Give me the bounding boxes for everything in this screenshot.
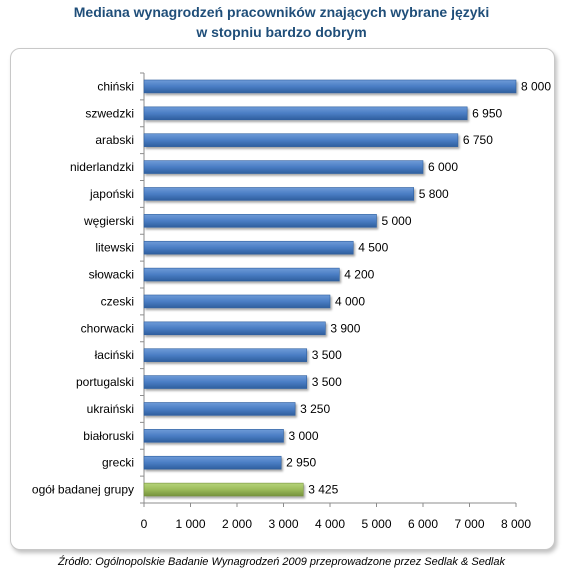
bar [143, 160, 424, 174]
bar [143, 133, 459, 147]
bar [143, 402, 296, 416]
value-label: 4 200 [344, 268, 374, 282]
x-tick-label: 7 000 [454, 517, 484, 531]
source-note: Źródło: Ogólnopolskie Badanie Wynagrodze… [58, 556, 505, 568]
bar [143, 187, 415, 201]
x-tick-label: 3 000 [268, 517, 298, 531]
value-label: 3 500 [312, 375, 342, 389]
category-label: japoński [89, 187, 134, 201]
bar [143, 106, 468, 121]
bars [143, 79, 517, 497]
category-label: arabski [95, 133, 134, 147]
value-label: 3 500 [312, 348, 342, 362]
value-label: 6 000 [428, 160, 458, 174]
category-label: chiński [97, 79, 134, 93]
bar-chart: 0 1 000 2 000 3 000 4 000 5 000 6 000 7 000 8 00… [32, 72, 551, 531]
x-tick-label: 1 000 [175, 517, 205, 531]
value-label: 2 950 [286, 456, 316, 470]
category-label: szwedzki [85, 106, 134, 120]
category-label: białoruski [83, 429, 134, 443]
x-tick-label: 6 000 [408, 517, 438, 531]
value-label: 3 000 [289, 429, 319, 443]
category-label: niderlandzki [70, 160, 134, 174]
value-label: 6 950 [472, 106, 502, 120]
category-label: słowacki [89, 268, 134, 282]
bar [143, 294, 331, 309]
chart-title: Mediana wynagrodzeń pracowników znającyc… [73, 4, 490, 20]
bar [143, 79, 517, 94]
x-tick-label: 5 000 [361, 517, 391, 531]
bar [143, 482, 304, 497]
value-label: 5 000 [382, 214, 412, 228]
bar [143, 267, 340, 282]
category-label: portugalski [76, 375, 134, 389]
value-label: 4 500 [358, 241, 388, 255]
bar [143, 321, 326, 336]
x-tick-label: 4 000 [315, 517, 345, 531]
x-tick-label: 8 000 [501, 517, 531, 531]
value-label: 4 000 [335, 294, 365, 308]
category-label: czeski [101, 294, 134, 308]
category-label: łaciński [95, 348, 134, 362]
category-label: grecki [102, 456, 134, 470]
x-tick-label: 2 000 [222, 517, 252, 531]
bar [143, 429, 284, 443]
category-label: ogół badanej grupy [32, 483, 134, 497]
value-label: 6 750 [463, 133, 493, 147]
value-label: 5 800 [419, 187, 449, 201]
value-label: 8 000 [521, 79, 551, 93]
category-label: węgierski [83, 214, 134, 228]
category-label: litewski [95, 241, 134, 255]
bar [143, 240, 354, 255]
category-label: ukraiński [87, 402, 134, 416]
bar [143, 455, 282, 470]
chart-subtitle: w stopniu bardzo dobrym [196, 24, 367, 40]
bar [143, 375, 308, 389]
bar [143, 348, 308, 362]
chart-title-block: Mediana wynagrodzeń pracowników znającyc… [0, 2, 563, 42]
category-label: chorwacki [81, 321, 134, 335]
labels: 0 1 000 2 000 3 000 4 000 5 000 6 000 7 000 8 00… [32, 79, 551, 531]
bar [143, 214, 377, 228]
x-tick-label: 0 [141, 517, 148, 531]
value-label: 3 250 [300, 402, 330, 416]
value-label: 3 900 [330, 321, 360, 335]
value-label: 3 425 [308, 483, 338, 497]
